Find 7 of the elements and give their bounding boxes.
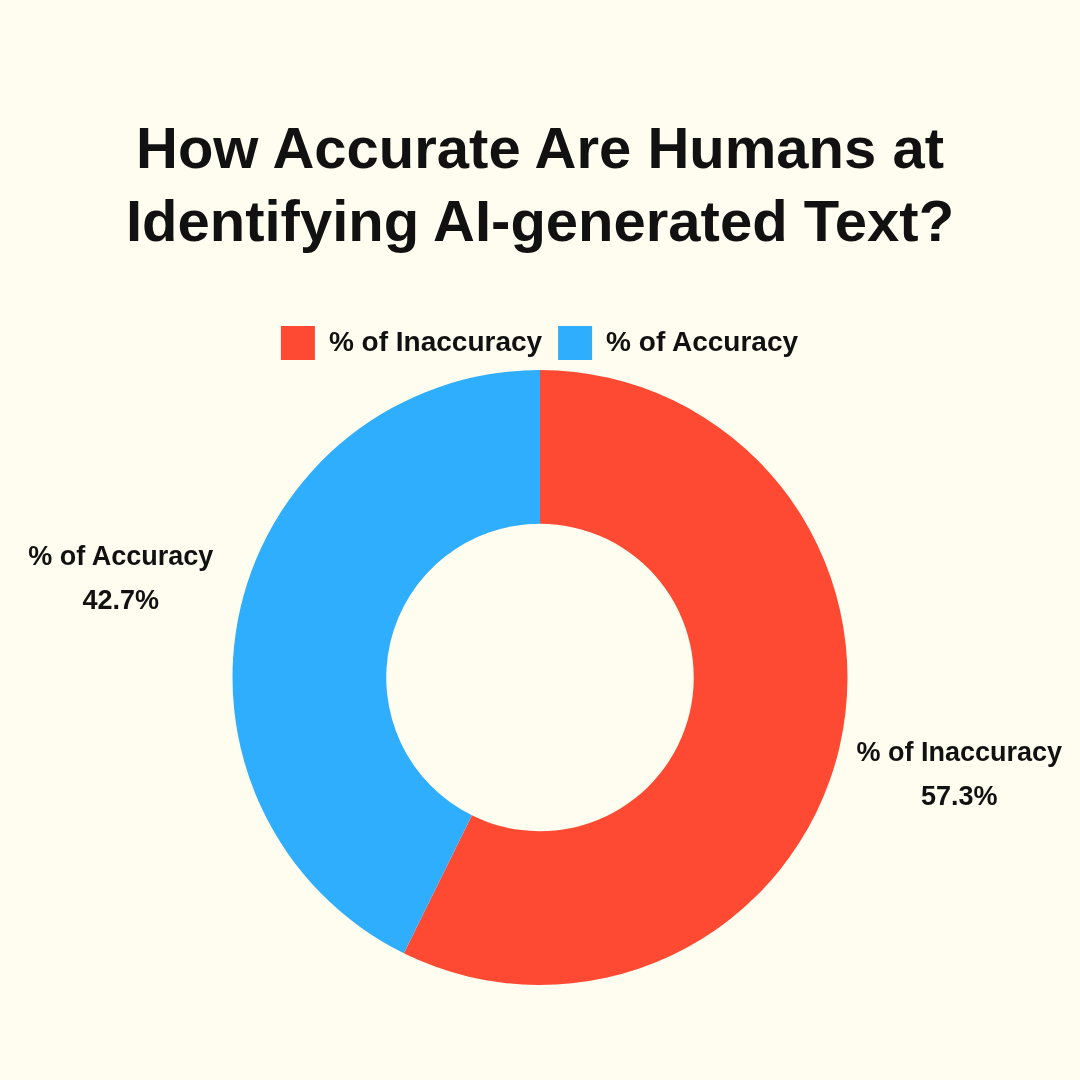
chart-title: How Accurate Are Humans at Identifying AI-generated Text?: [124, 114, 956, 255]
data-label: 57.3%: [920, 780, 998, 811]
slice-label: % of Inaccuracy: [856, 736, 1063, 767]
legend-label: % of Inaccuracy: [328, 325, 543, 357]
slice-label: % of Accuracy: [28, 541, 214, 572]
legend-label: % of Accuracy: [606, 325, 799, 357]
data-label: 42.7%: [82, 585, 160, 616]
